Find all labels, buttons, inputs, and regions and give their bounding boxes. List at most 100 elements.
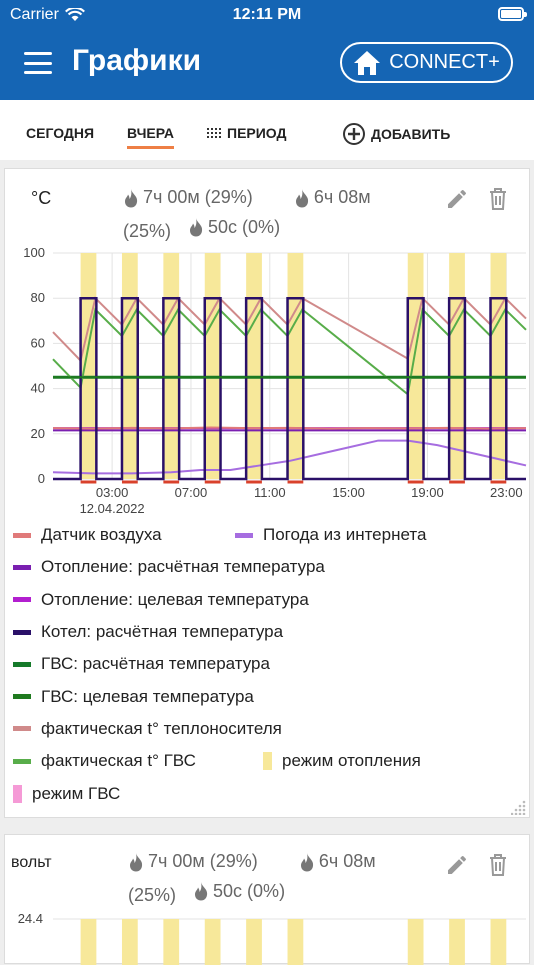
edit-icon[interactable] bbox=[445, 853, 469, 877]
home-icon bbox=[354, 50, 381, 75]
menu-icon[interactable] bbox=[24, 52, 52, 74]
heating-mode-bar bbox=[204, 919, 221, 965]
battery-icon bbox=[498, 7, 527, 21]
legend-swatch bbox=[235, 532, 253, 538]
legend-swatch bbox=[13, 726, 31, 732]
total-pct-stat: (25%) bbox=[128, 885, 177, 905]
delete-icon[interactable] bbox=[487, 187, 509, 211]
heating-mode-bar bbox=[80, 919, 97, 965]
tab-add[interactable]: ДОБАВИТЬ bbox=[342, 122, 450, 146]
y-tick-label: 20 bbox=[31, 426, 45, 441]
heating-mode-bar bbox=[449, 919, 465, 965]
series-line-air-sensor bbox=[52, 426, 527, 430]
total-time-stat: 6ч 08м bbox=[294, 185, 371, 210]
chart-unit: вольт bbox=[11, 854, 52, 871]
x-tick-label: 23:00 bbox=[490, 485, 523, 500]
temperature-chart: 0 20 40 60 80 100 03:00 07:00 11:00 15:00 19:00 23:… bbox=[23, 245, 527, 514]
heating-time-stat: 7ч 00м (29%) bbox=[128, 849, 258, 874]
edit-icon[interactable] bbox=[445, 187, 469, 211]
tab-yesterday[interactable]: ВЧЕРА bbox=[127, 125, 174, 149]
connect-label: CONNECT+ bbox=[389, 51, 500, 73]
temperature-chart-card: °C 7ч 00м (29%) 6ч 08м (25%) 50с (0%) 0 2… bbox=[4, 168, 530, 818]
period-tabs: СЕГОДНЯ ВЧЕРА ПЕРИОД ДОБАВИТЬ bbox=[0, 100, 534, 160]
heating-mode-bar bbox=[246, 919, 262, 965]
carrier: Carrier bbox=[10, 6, 85, 24]
flame-icon bbox=[125, 188, 138, 207]
legend-item: Датчик воздуха bbox=[13, 525, 235, 545]
x-tick-label: 19:00 bbox=[411, 485, 444, 500]
heating-mode-bar bbox=[80, 253, 97, 479]
resize-handle-icon[interactable] bbox=[511, 799, 527, 815]
heating-time-stat: 7ч 00м (29%) bbox=[123, 185, 253, 210]
flame-icon bbox=[195, 882, 208, 901]
connect-button[interactable]: CONNECT+ bbox=[340, 42, 513, 83]
series-line-dhw-actual bbox=[52, 307, 527, 397]
voltage-chart-card: вольт 7ч 00м (29%) 6ч 08м (25%) 50с (0%)… bbox=[4, 834, 530, 965]
legend-swatch bbox=[13, 758, 31, 764]
series-line-coolant-actual bbox=[52, 296, 527, 363]
legend-item: Отопление: расчётная температура bbox=[13, 557, 325, 577]
legend-swatch bbox=[13, 532, 31, 538]
total-pct-stat: (25%) bbox=[123, 221, 172, 241]
y-tick-label: 60 bbox=[31, 335, 45, 350]
x-tick-label: 11:00 bbox=[254, 485, 286, 500]
y-tick-label: 40 bbox=[31, 381, 45, 396]
heating-mode-bar bbox=[490, 919, 507, 965]
page-title: Графики bbox=[72, 44, 202, 77]
series-line-boiler-calc bbox=[53, 296, 526, 481]
add-circle-icon bbox=[343, 123, 365, 145]
legend-swatch bbox=[263, 752, 272, 771]
status-bar: Carrier 12:11 PM bbox=[0, 0, 534, 30]
legend-item: Котел: расчётная температура bbox=[13, 622, 283, 642]
x-date-label: 12.04.2022 bbox=[80, 501, 145, 514]
x-tick-label: 03:00 bbox=[96, 485, 129, 500]
app-header: Carrier 12:11 PM Графики CONNECT+ bbox=[0, 0, 534, 100]
legend-swatch bbox=[13, 661, 31, 667]
status-time: 12:11 PM bbox=[232, 6, 302, 23]
y-tick-label: 100 bbox=[23, 245, 45, 260]
legend-swatch bbox=[13, 564, 31, 570]
legend-item: Отопление: целевая температура bbox=[13, 590, 309, 610]
heating-mode-bar bbox=[204, 253, 221, 479]
heating-mode-bar bbox=[407, 253, 424, 479]
x-tick-label: 15:00 bbox=[332, 485, 365, 500]
total-time-stat: 6ч 08м bbox=[299, 849, 376, 874]
heating-mode-bar bbox=[287, 253, 304, 479]
legend-swatch bbox=[13, 597, 31, 603]
heating-mode-bar bbox=[449, 253, 465, 479]
carrier-label: Carrier bbox=[10, 6, 59, 23]
legend-swatch bbox=[13, 694, 31, 700]
legend-item: фактическая t° теплоносителя bbox=[13, 719, 282, 739]
legend-swatch bbox=[13, 629, 31, 635]
chart-unit: °C bbox=[31, 188, 52, 208]
heating-mode-bar bbox=[121, 253, 138, 479]
voltage-chart: 24.4 bbox=[18, 911, 526, 965]
heating-mode-bar bbox=[246, 253, 262, 479]
tab-today[interactable]: СЕГОДНЯ bbox=[26, 125, 95, 141]
y-tick-label: 24.4 bbox=[18, 911, 43, 926]
chart-stats: 7ч 00м (29%) 6ч 08м (25%) 50с (0%) bbox=[123, 185, 407, 244]
y-tick-label: 0 bbox=[38, 471, 45, 486]
flame-icon bbox=[300, 852, 313, 871]
heating-mode-bar bbox=[490, 253, 507, 479]
legend-item: фактическая t° ГВС bbox=[13, 751, 263, 771]
y-tick-label: 80 bbox=[31, 290, 45, 305]
legend-swatch bbox=[13, 784, 22, 803]
x-tick-label: 07:00 bbox=[175, 485, 208, 500]
flame-icon bbox=[190, 218, 203, 237]
heating-mode-bar bbox=[287, 919, 304, 965]
legend-item: Погода из интернета bbox=[235, 525, 426, 545]
wifi-icon bbox=[64, 8, 85, 21]
legend-item: режим отопления bbox=[263, 751, 421, 771]
heating-mode-bar bbox=[407, 919, 424, 965]
heating-mode-bar bbox=[121, 919, 138, 965]
flame-icon bbox=[130, 852, 143, 871]
tab-period[interactable]: ПЕРИОД bbox=[207, 125, 286, 141]
chart-stats: 7ч 00м (29%) 6ч 08м (25%) 50с (0%) bbox=[128, 849, 412, 908]
legend-item: режим ГВС bbox=[13, 784, 120, 804]
grid-dots-icon bbox=[207, 128, 221, 138]
flame-icon bbox=[295, 188, 308, 207]
chart-legend: Датчик воздуха Погода из интернета Отопл… bbox=[13, 519, 523, 810]
delete-icon[interactable] bbox=[487, 853, 509, 877]
dhw-time-stat: 50с (0%) bbox=[193, 879, 285, 904]
